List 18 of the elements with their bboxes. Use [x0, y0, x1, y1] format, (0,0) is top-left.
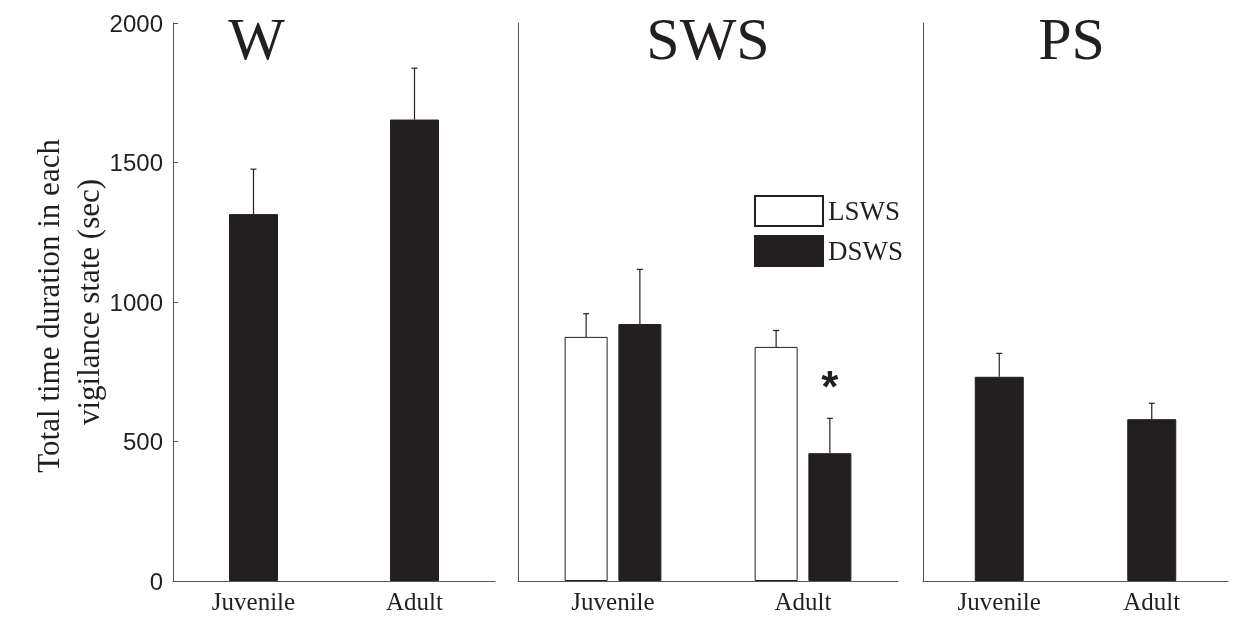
x-tick-label: Juvenile: [957, 588, 1041, 615]
x-tick-label: Juvenile: [571, 588, 655, 615]
y-axis-title: Total time duration in each vigilance state (sec): [30, 131, 106, 473]
x-tick-label: Adult: [1123, 588, 1181, 615]
legend-label: LSWS: [827, 196, 900, 226]
y-tick-label: 0: [149, 567, 163, 595]
legend-label: DSWS: [827, 236, 903, 266]
chart-title: W: [228, 6, 286, 72]
y-tick-label: 1500: [109, 149, 163, 176]
chart-title: PS: [1038, 6, 1105, 72]
y-tick-label: 500: [122, 428, 163, 455]
x-tick-label: Juvenile: [211, 588, 296, 615]
x-tick-label: Adult: [774, 588, 832, 615]
x-tick-label: Adult: [386, 588, 444, 615]
y-tick-label: 1000: [109, 288, 163, 316]
y-tick-label: 2000: [109, 9, 163, 37]
annotation: *: [821, 361, 840, 411]
chart-title: SWS: [646, 6, 770, 72]
